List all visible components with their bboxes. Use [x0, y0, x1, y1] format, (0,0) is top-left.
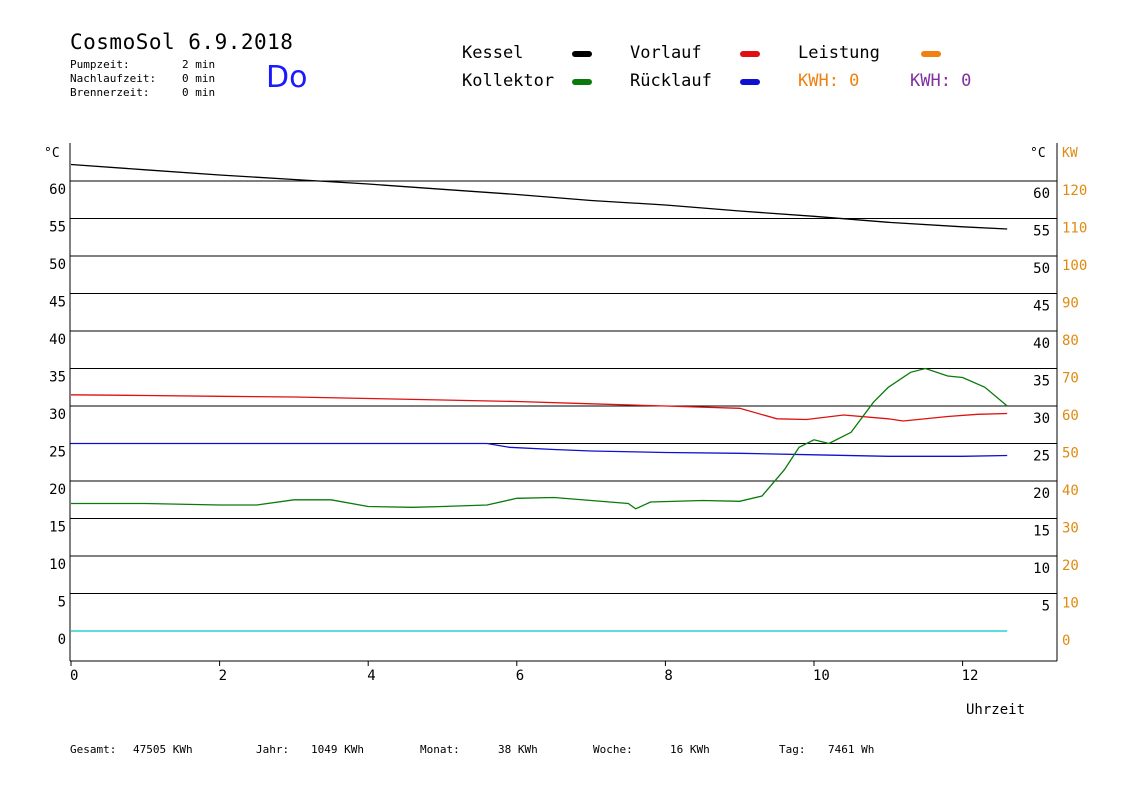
- series-line-0: [70, 163, 1008, 230]
- legend-kollektor-label: Kollektor: [462, 71, 555, 91]
- ytick-right-60: 60: [1033, 186, 1050, 202]
- xtick-4: 4: [367, 668, 375, 684]
- ytick-left-15: 15: [49, 520, 66, 536]
- legend-vorlauf-label: Vorlauf: [630, 43, 702, 63]
- legend-leistung-label: Leistung: [798, 43, 880, 63]
- ytick-right-25: 25: [1033, 449, 1050, 465]
- footer-jahr-label: Jahr:: [256, 743, 290, 756]
- y2tick-0: 0: [1062, 633, 1070, 649]
- footer-monat-label: Monat:: [420, 743, 460, 756]
- footer-woche-label: Woche:: [593, 743, 633, 756]
- footer-tag-value: 7461 Wh: [828, 743, 875, 756]
- y2tick-80: 80: [1062, 333, 1079, 349]
- footer-gesamt-value: 47505 KWh: [133, 743, 193, 756]
- ytick-left-50: 50: [49, 257, 66, 273]
- legend-kollektor-swatch: [572, 79, 592, 85]
- ytick-left-60: 60: [49, 182, 66, 198]
- y2tick-100: 100: [1062, 258, 1087, 274]
- legend-kessel-label: Kessel: [462, 43, 524, 63]
- legend-vorlauf-swatch: [740, 51, 760, 57]
- ytick-left-0: 0: [58, 632, 66, 648]
- ytick-right-35: 35: [1033, 374, 1050, 390]
- ytick-left-5: 5: [58, 595, 66, 611]
- legend-ruecklauf-swatch: [740, 79, 760, 85]
- ytick-left-30: 30: [49, 407, 66, 423]
- series-line-1: [70, 394, 1008, 422]
- footer-gesamt-label: Gesamt:: [70, 743, 117, 756]
- xtick-10: 10: [813, 668, 830, 684]
- page-title: CosmoSol 6.9.2018: [70, 30, 294, 54]
- y2tick-70: 70: [1062, 371, 1079, 387]
- y-unit-left: °C: [44, 146, 60, 161]
- y2tick-60: 60: [1062, 408, 1079, 424]
- y2tick-90: 90: [1062, 296, 1079, 312]
- ytick-left-45: 45: [49, 295, 66, 311]
- xtick-6: 6: [516, 668, 524, 684]
- ytick-left-10: 10: [49, 557, 66, 573]
- y-unit-right: °C: [1030, 146, 1046, 161]
- xtick-8: 8: [664, 668, 672, 684]
- ytick-right-55: 55: [1033, 224, 1050, 240]
- y2tick-30: 30: [1062, 521, 1079, 537]
- ytick-right-15: 15: [1033, 524, 1050, 540]
- ytick-left-25: 25: [49, 445, 66, 461]
- legend-ruecklauf-label: Rücklauf: [630, 71, 712, 91]
- xtick-0: 0: [70, 668, 78, 684]
- series-line-2: [71, 442, 1008, 457]
- weekday-label: Do: [266, 60, 308, 95]
- pumpzeit-value: 2 min: [182, 58, 216, 71]
- ytick-left-40: 40: [49, 332, 66, 348]
- nachlaufzeit-label: Nachlaufzeit:: [70, 72, 157, 85]
- series-line-3: [71, 367, 1008, 510]
- ytick-left-55: 55: [49, 220, 66, 236]
- legend-kwh-purple: KWH: 0: [910, 71, 972, 91]
- ytick-left-20: 20: [49, 482, 66, 498]
- y2tick-20: 20: [1062, 558, 1079, 574]
- footer-monat-value: 38 KWh: [498, 743, 538, 756]
- footer-tag-label: Tag:: [779, 743, 806, 756]
- pumpzeit-label: Pumpzeit:: [70, 58, 130, 71]
- y2tick-110: 110: [1062, 221, 1087, 237]
- ytick-right-30: 30: [1033, 411, 1050, 427]
- brennerzeit-value: 0 min: [182, 86, 216, 99]
- y2tick-120: 120: [1062, 183, 1087, 199]
- ytick-right-45: 45: [1033, 299, 1050, 315]
- y2tick-40: 40: [1062, 483, 1079, 499]
- ytick-right-20: 20: [1033, 486, 1050, 502]
- ytick-right-50: 50: [1033, 261, 1050, 277]
- ytick-right-5: 5: [1042, 599, 1050, 615]
- y2tick-10: 10: [1062, 596, 1079, 612]
- legend-leistung-swatch: [921, 51, 941, 57]
- legend-kwh-orange: KWH: 0: [798, 71, 860, 91]
- footer-woche-value: 16 KWh: [670, 743, 710, 756]
- x-axis-label: Uhrzeit: [966, 702, 1025, 718]
- nachlaufzeit-value: 0 min: [182, 72, 216, 85]
- legend-kessel-swatch: [572, 51, 592, 57]
- footer-jahr-value: 1049 KWh: [311, 743, 364, 756]
- ytick-right-40: 40: [1033, 336, 1050, 352]
- y2-unit: KW: [1062, 146, 1078, 161]
- xtick-2: 2: [219, 668, 227, 684]
- brennerzeit-label: Brennerzeit:: [70, 86, 150, 99]
- ytick-right-10: 10: [1033, 561, 1050, 577]
- y2tick-50: 50: [1062, 446, 1079, 462]
- xtick-12: 12: [962, 668, 979, 684]
- ytick-left-35: 35: [49, 370, 66, 386]
